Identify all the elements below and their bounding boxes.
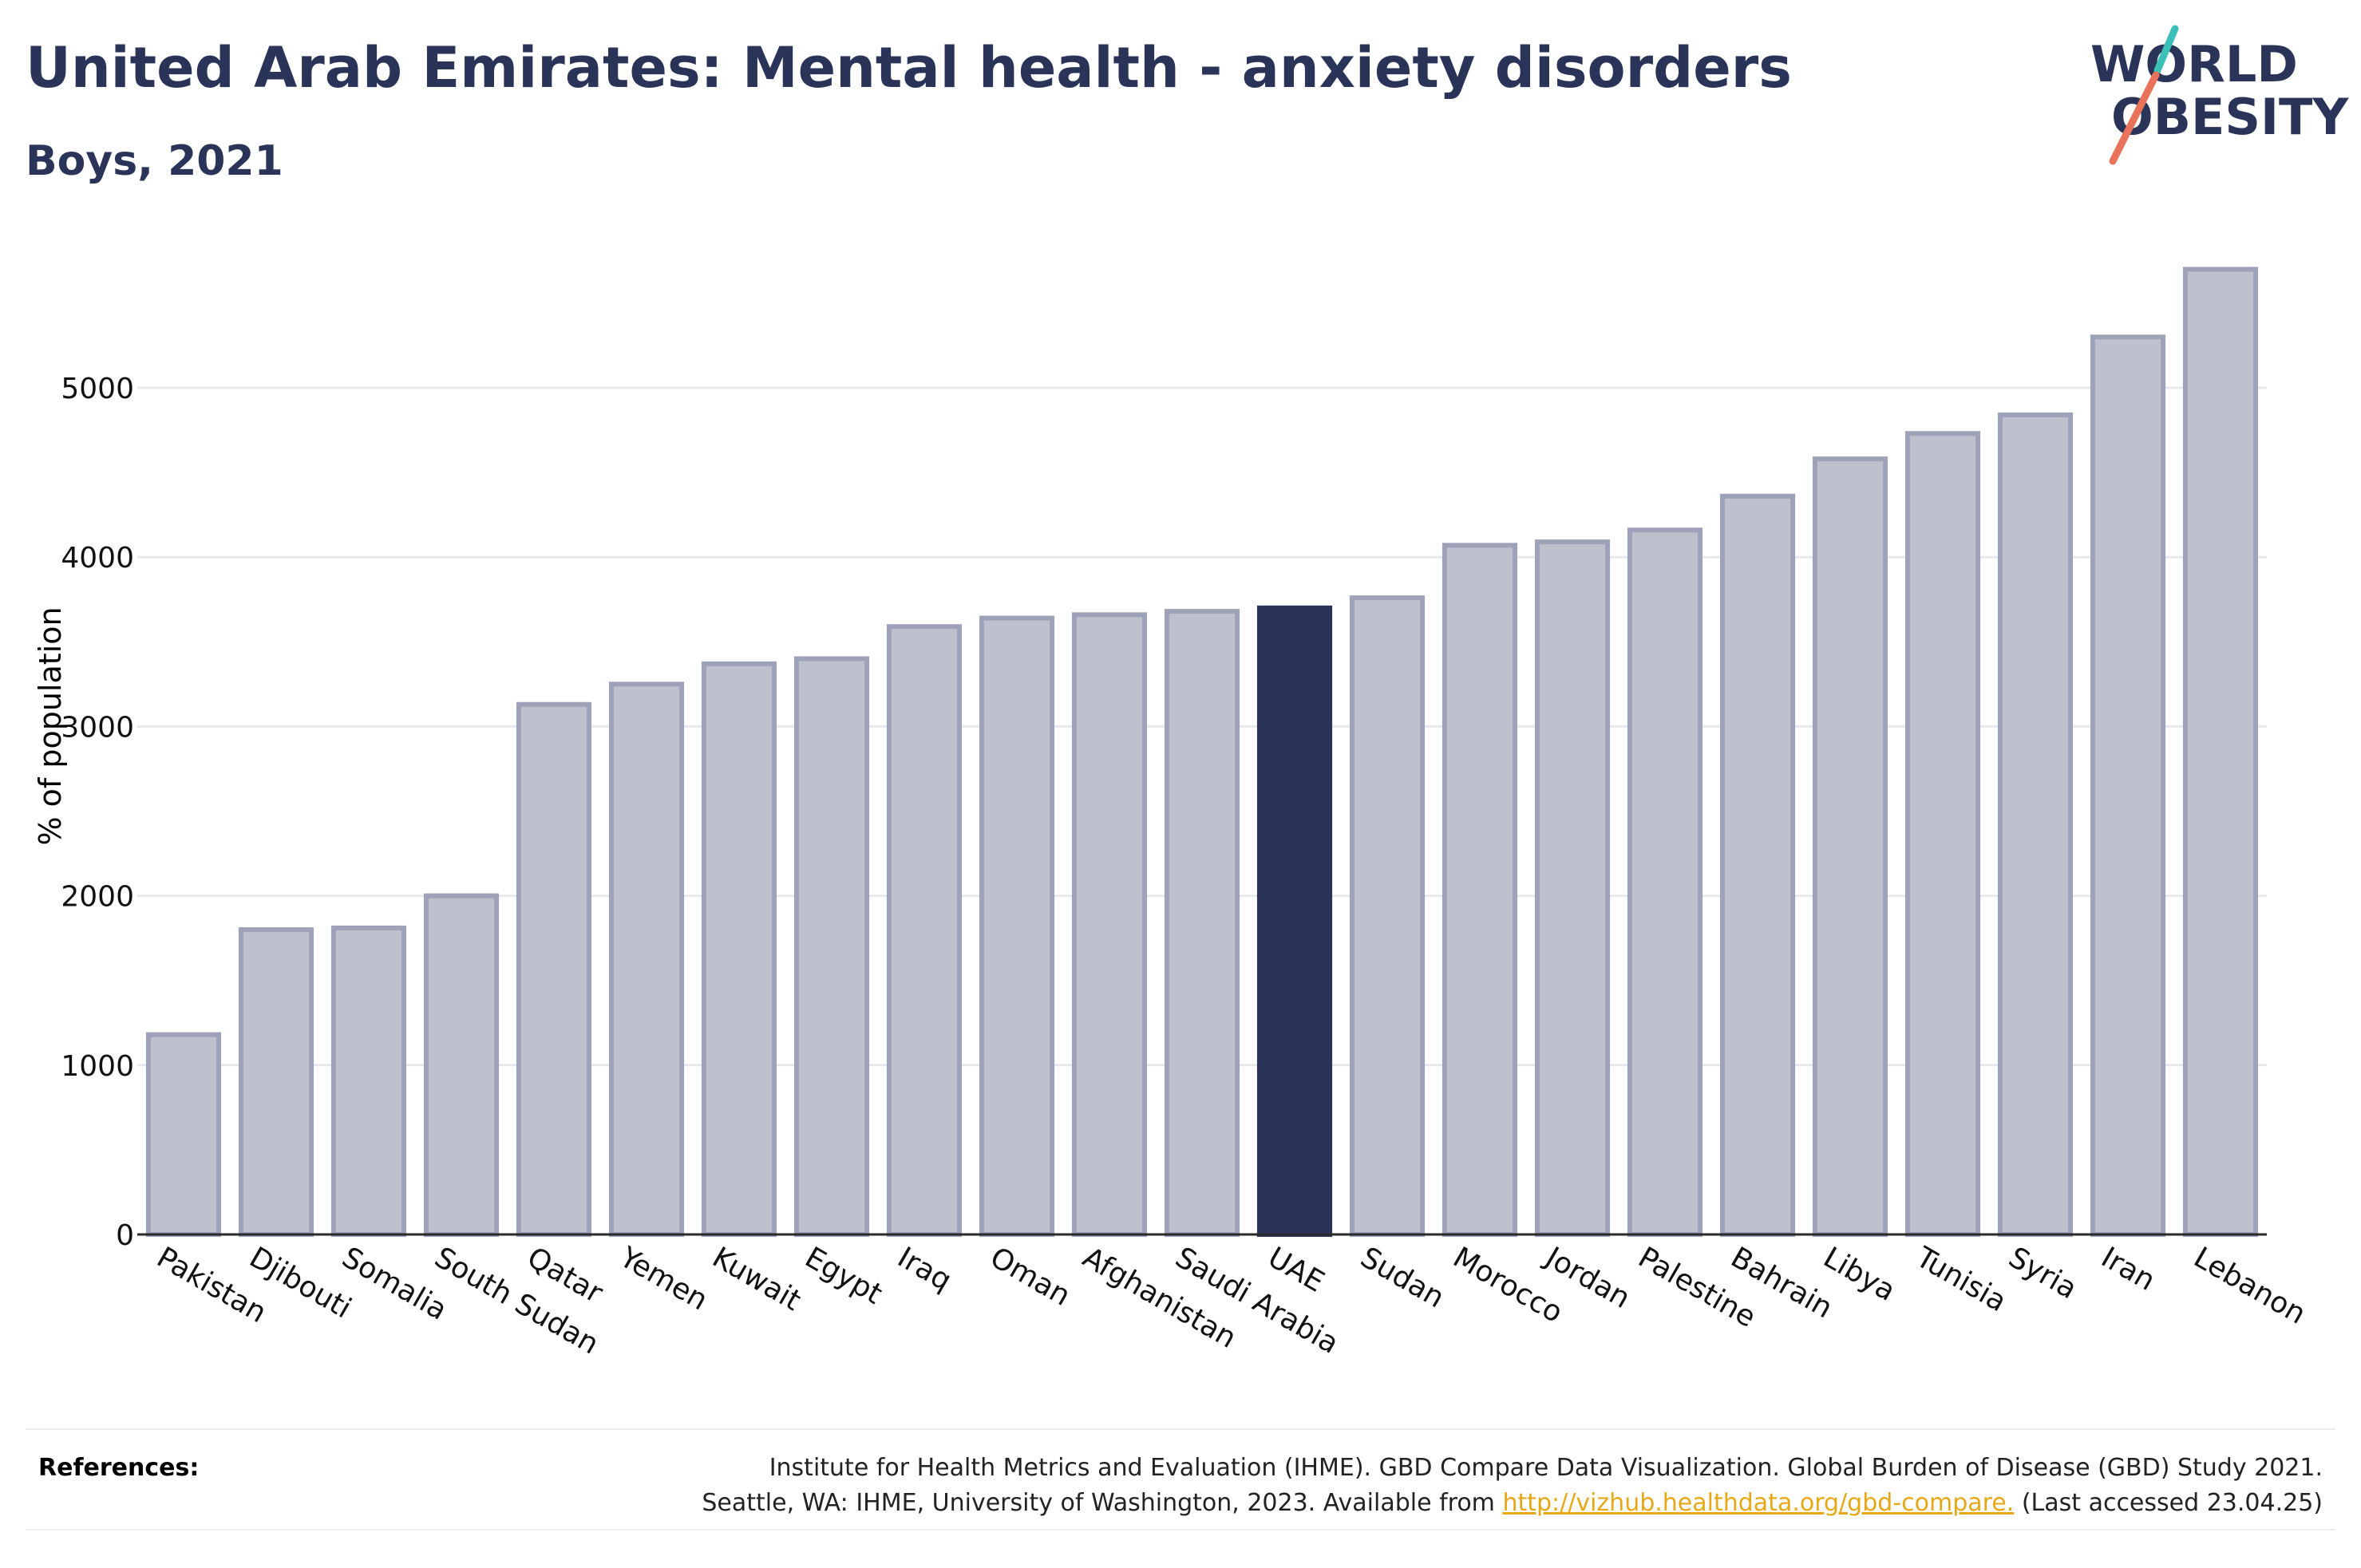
x-tick-label: Lebanon bbox=[2189, 1241, 2312, 1331]
reference-suffix: (Last accessed 23.04.25) bbox=[2014, 1489, 2323, 1517]
y-tick-label: 1000 bbox=[61, 1050, 134, 1083]
x-tick-label: Tunisia bbox=[1910, 1241, 2012, 1318]
bar-pakistan bbox=[145, 1032, 222, 1237]
bar-saudi-arabia bbox=[1164, 609, 1240, 1237]
chart-title: United Arab Emirates: Mental health - an… bbox=[26, 35, 1792, 101]
x-tick-label: Kuwait bbox=[707, 1241, 807, 1317]
y-axis-title: % of population bbox=[33, 606, 68, 845]
bar-yemen bbox=[608, 681, 685, 1237]
logo-slash-teal bbox=[2153, 25, 2179, 74]
bar-egypt bbox=[793, 656, 870, 1237]
bar-somalia bbox=[330, 925, 407, 1237]
bar-afghanistan bbox=[1071, 612, 1148, 1237]
x-tick-label: Sudan bbox=[1355, 1241, 1450, 1314]
bar-sudan bbox=[1349, 595, 1426, 1237]
bar-oman bbox=[979, 615, 1055, 1237]
bar-jordan bbox=[1534, 539, 1611, 1237]
references-box: References: Institute for Health Metrics… bbox=[26, 1428, 2335, 1530]
bar-tunisia bbox=[1904, 431, 1981, 1237]
x-tick-label: Egypt bbox=[800, 1241, 888, 1310]
x-tick-label: Syria bbox=[2003, 1241, 2082, 1305]
chart-subtitle: Boys, 2021 bbox=[26, 137, 283, 185]
x-tick-label: Iraq bbox=[892, 1241, 957, 1297]
x-tick-label: Somalia bbox=[337, 1241, 453, 1327]
logo-line2: OBESITY bbox=[2111, 88, 2349, 146]
logo-slash-coral bbox=[2109, 71, 2160, 165]
references-label: References: bbox=[38, 1454, 200, 1482]
bar-lebanon bbox=[2182, 267, 2259, 1238]
bar-iraq bbox=[886, 624, 963, 1237]
y-tick-label: 2000 bbox=[61, 881, 134, 914]
y-tick-label: 5000 bbox=[61, 373, 134, 405]
bar-palestine bbox=[1627, 527, 1703, 1237]
bar-libya bbox=[1812, 456, 1888, 1237]
bar-djibouti bbox=[238, 927, 314, 1238]
x-tick-label: Oman bbox=[985, 1241, 1076, 1313]
reference-line2: Seattle, WA: IHME, University of Washing… bbox=[702, 1486, 2323, 1521]
bar-syria bbox=[1997, 412, 2074, 1237]
bar-qatar bbox=[516, 701, 592, 1237]
logo-line1: WORLD bbox=[2090, 35, 2298, 93]
reference-link[interactable]: http://vizhub.healthdata.org/gbd-compare… bbox=[1502, 1489, 2015, 1517]
bar-uae bbox=[1256, 605, 1333, 1237]
references-text: Institute for Health Metrics and Evaluat… bbox=[702, 1451, 2323, 1521]
y-axis-ticks: 0 1000 2000 3000 4000 5000 bbox=[61, 373, 134, 1252]
y-tick-label: 0 bbox=[116, 1219, 134, 1252]
bar-morocco bbox=[1442, 543, 1518, 1237]
y-tick-label: 4000 bbox=[61, 542, 134, 575]
reference-line1: Institute for Health Metrics and Evaluat… bbox=[769, 1454, 2323, 1482]
bar-south-sudan bbox=[423, 893, 500, 1237]
reference-prefix: Seattle, WA: IHME, University of Washing… bbox=[702, 1489, 1503, 1517]
bars bbox=[145, 267, 2259, 1238]
y-tick-label: 3000 bbox=[61, 711, 134, 744]
bar-chart: 0 1000 2000 3000 4000 5000 PakistanDjiboutiSo… bbox=[33, 267, 2312, 1361]
world-obesity-logo: WORLD OBESITY bbox=[2090, 25, 2349, 165]
x-tick-label: Iran bbox=[2096, 1241, 2161, 1297]
bar-iran bbox=[2090, 334, 2166, 1238]
bar-bahrain bbox=[1719, 493, 1796, 1237]
bar-kuwait bbox=[701, 661, 777, 1237]
x-tick-label: Yemen bbox=[614, 1241, 714, 1317]
